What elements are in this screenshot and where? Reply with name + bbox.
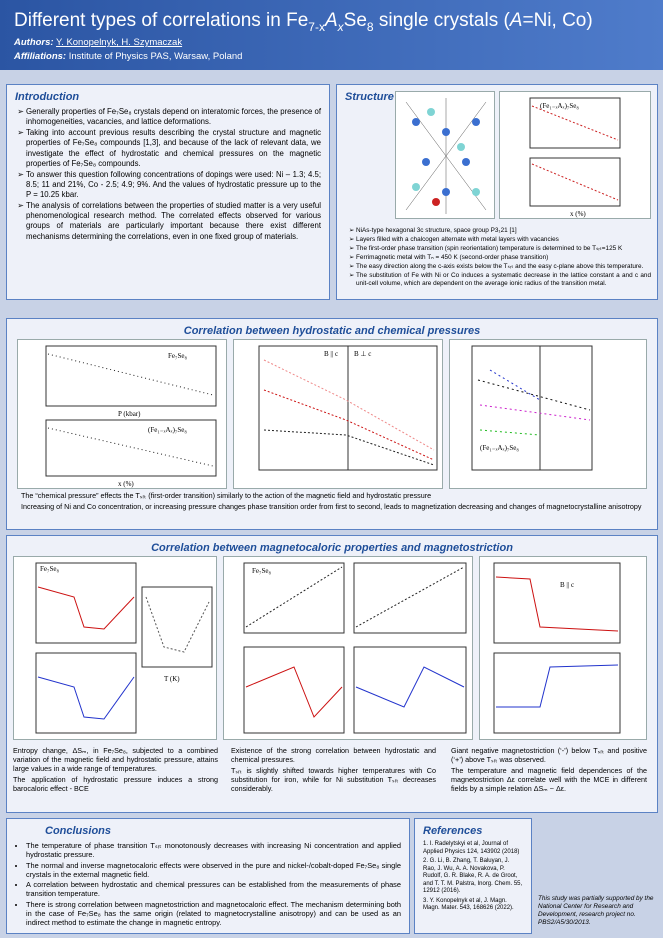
figure: Fe₇Se₈ T (K) [13,556,217,740]
magnetocaloric-panel: Correlation between magnetocaloric prope… [6,535,658,813]
paragraph: Giant negative magnetostriction (‘-’) be… [451,746,647,764]
paragraph: The temperature and magnetic field depen… [451,766,647,793]
hydrostatic-panel: Correlation between hydrostatic and chem… [6,318,658,530]
bullet-item: To answer this question following concen… [26,170,321,200]
bullet-item: There is strong correlation between magn… [26,900,401,928]
figure-label: x (%) [570,210,586,218]
title-part: A [509,10,523,31]
figure-label: x (%) [118,480,134,488]
figure-label: Fe₇Se₈ [252,567,271,575]
figure-label: B ⊥ c [354,350,371,358]
text-column: Existence of the strong correlation betw… [231,746,436,795]
bullet-item: The substitution of Fe with Ni or Co ind… [356,272,651,288]
bullet-item: The easy direction along the c-axis exis… [356,263,651,271]
title-part: 8 [366,19,374,34]
paragraph: Existence of the strong correlation betw… [231,746,436,764]
conclusions-panel: Conclusions The temperature of phase tra… [6,818,410,934]
bullet-list: NiAs-type hexagonal 3c structure, space … [345,227,651,289]
bullet-item: The normal and inverse magnetocaloric ef… [26,861,401,880]
bullet-item: The analysis of correlations between the… [26,201,321,242]
paragraph: Tₛᵣₜ is slightly shifted towards higher … [231,766,436,793]
figure-label: Fe₇Se₈ [168,352,187,360]
text-column: Giant negative magnetostriction (‘-’) be… [451,746,647,795]
introduction-panel: Introduction Generally properties of Fe₇… [6,84,330,300]
figure-label: T (K) [164,675,180,683]
title-part: Se [343,10,367,31]
header: Different types of correlations in Fe7-x… [0,0,663,70]
bullet-item: The temperature of phase transition Tₛᵣₜ… [26,841,401,860]
funding-note: This study was partially supported by th… [538,895,654,926]
bullet-item: The first-order phase transition (spin r… [356,245,651,253]
figure-label: (Fe₁₋ₓAₓ)₇Se₈ [480,444,519,452]
title-part: single crystals ( [373,10,510,31]
bullet-item: Ferrimagnetic metal with Tₙ = 450 K (sec… [356,254,651,262]
bullet-item: Generally properties of Fe₇Se₈ crystals … [26,107,321,127]
lattice-figure: (Fe₁₋ₓAₓ)₇Se₈ x (%) [499,91,651,219]
figure-label: B || c [324,350,338,358]
section-title: Conclusions [45,825,112,837]
section-title: Introduction [15,91,80,103]
affiliations: Affiliations: Institute of Physics PAS, … [14,51,649,62]
paragraph: The “chemical pressure” effects the Tₛᵣₜ… [21,491,432,500]
label: Authors: [14,36,54,48]
section-title: Correlation between magnetocaloric prope… [151,542,513,554]
figure-label: (Fe₁₋ₓAₓ)₇Se₈ [540,102,579,110]
title-part: Different types of correlations in Fe [14,10,309,31]
bullet-list: The temperature of phase transition Tₛᵣₜ… [15,841,401,927]
bullet-item: Taking into account previous results des… [26,128,321,169]
text-column: Entropy change, ΔSₘ, in Fe₇Se₈, subjecte… [13,746,218,795]
text-block: The “chemical pressure” effects the Tₛᵣₜ… [21,491,645,513]
authors-text: Y. Konopelnyk, H. Szymaczak [56,36,183,48]
figure-label: B || c [560,581,574,589]
figure-label: Fe₇Se₈ [40,565,59,573]
figure: Fe₇Se₈ [223,556,473,740]
figure: B || c B ⊥ c [233,339,443,489]
crystal-figure [395,91,495,219]
figure: (Fe₁₋ₓAₓ)₇Se₈ [449,339,647,489]
title-part: 7-x [308,19,325,34]
title-part: x [337,19,344,34]
figure: Fe₇Se₈ (Fe₁₋ₓAₓ)₇Se₈ P (kbar) x (%) [17,339,227,489]
section-title: Structure [345,91,394,103]
title-part: =Ni, Co) [522,10,593,31]
affiliations-text: Institute of Physics PAS, Warsaw, Poland [68,50,243,62]
section-title: Correlation between hydrostatic and chem… [183,325,481,337]
structure-panel: Structure (Fe₁₋ₓAₓ)₇Se₈ x (%) NiAs-type … [336,84,658,300]
title-part: A [324,10,338,31]
bullet-item: NiAs-type hexagonal 3c structure, space … [356,227,651,235]
references-panel: References 1. I. Radelytskyi et al, Jour… [414,818,532,934]
paragraph: 1. I. Radelytskyi et al, Journal of Appl… [423,841,520,855]
paragraph: Entropy change, ΔSₘ, in Fe₇Se₈, subjecte… [13,746,218,773]
section-title: References [423,825,483,837]
paragraph: 2. G. Li, B. Zhang, T. Baluyan, J. Rao, … [423,858,523,894]
bullet-list: Generally properties of Fe₇Se₈ crystals … [15,107,321,242]
authors: Authors: Y. Konopelnyk, H. Szymaczak [14,37,649,48]
bullet-item: A correlation between hydrostatic and ch… [26,880,401,899]
references-list: 1. I. Radelytskyi et al, Journal of Appl… [423,841,523,913]
paragraph: Increasing of Ni and Co concentration, o… [21,502,642,511]
bullet-item: Layers filled with a chalcogen alternate… [356,236,651,244]
figure-label: (Fe₁₋ₓAₓ)₇Se₈ [148,426,187,434]
poster-title: Different types of correlations in Fe7-x… [14,10,649,34]
paragraph: The application of hydrostatic pressure … [13,775,218,793]
label: Affiliations: [14,50,67,62]
figure-label: P (kbar) [118,410,141,418]
figure: B || c [479,556,647,740]
paragraph: 3. Y. Konopelnyk et al, J. Magn. Magn. M… [423,897,514,912]
